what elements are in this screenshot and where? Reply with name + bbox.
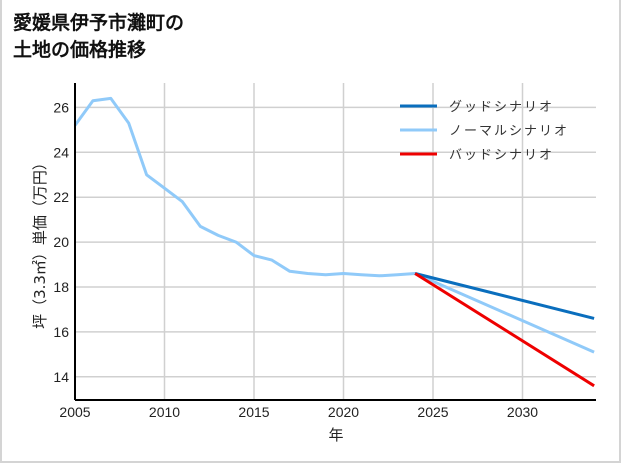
y-tick-label: 22 xyxy=(53,189,69,205)
y-tick-label: 14 xyxy=(53,369,69,385)
series-line xyxy=(73,96,595,354)
y-tick-label: 26 xyxy=(53,99,69,115)
title-line-2: 土地の価格推移 xyxy=(13,39,147,61)
x-tick-label: 2030 xyxy=(507,404,538,420)
title-line-1: 愛媛県伊予市灘町の xyxy=(13,12,185,34)
y-tick-label: 16 xyxy=(53,324,69,340)
y-tick-label: 20 xyxy=(53,234,69,250)
tick-labels: 2005 2010 2015 2020 2025 2030 14 16 18 20 22 24 26 xyxy=(53,99,538,420)
x-tick-label: 2010 xyxy=(149,404,180,420)
chart-title: 愛媛県伊予市灘町の 土地の価格推移 xyxy=(13,10,184,64)
y-tick-label: 18 xyxy=(53,279,69,295)
x-tick-label: 2005 xyxy=(59,404,90,420)
legend-label: グッドシナリオ xyxy=(449,100,554,115)
x-tick-label: 2025 xyxy=(417,404,448,420)
series-line xyxy=(414,272,595,320)
x-axis-label: 年 xyxy=(328,426,343,444)
x-tick-label: 2015 xyxy=(238,404,269,420)
x-tick-label: 2020 xyxy=(328,404,359,420)
y-tick-label: 24 xyxy=(53,144,69,160)
legend-label: バッドシナリオ xyxy=(449,148,554,163)
data-series xyxy=(73,96,595,388)
axes xyxy=(74,83,596,401)
grid-lines xyxy=(74,83,596,400)
y-axis-label: 坪（3.3㎡）単価（万円） xyxy=(31,155,49,329)
legend-label: ノーマルシナリオ xyxy=(449,124,569,139)
series-line xyxy=(414,272,595,388)
